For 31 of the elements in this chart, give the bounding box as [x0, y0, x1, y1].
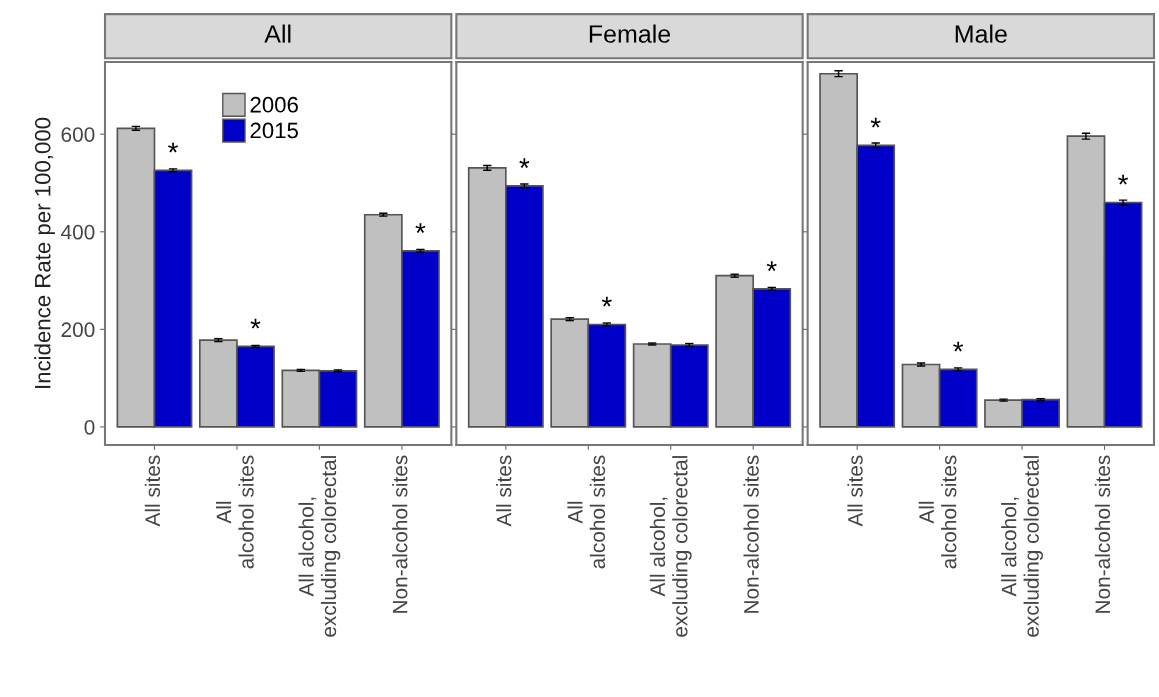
y-tick-label: 200	[61, 322, 95, 338]
annotation: *	[870, 117, 881, 128]
chart-title: All	[264, 24, 291, 43]
x-tick-label: All sites	[847, 455, 863, 527]
x-tick-label: All alcohol sites	[918, 455, 957, 569]
y-tick-label: 400	[61, 224, 95, 240]
chart-title: Male	[955, 24, 1007, 43]
annotation: *	[601, 296, 612, 307]
y-tick-label: 0	[84, 419, 95, 435]
chart-title: Female	[589, 24, 671, 43]
annotation: *	[168, 142, 178, 153]
x-tick-label: All sites	[144, 455, 161, 527]
x-tick-label: All alcohol, excluding colorectal	[298, 456, 341, 637]
y-tick-label: 600	[61, 127, 95, 142]
x-tick-label: All sites	[496, 455, 512, 527]
annotation: *	[766, 261, 777, 271]
annotation: *	[250, 318, 261, 329]
annotation: *	[1118, 174, 1129, 185]
annotation: *	[415, 223, 426, 233]
annotation: *	[519, 158, 530, 169]
legend-label: 2015	[250, 122, 298, 139]
x-tick-label: All alcohol sites	[216, 455, 254, 569]
x-tick-label: All alcohol sites	[567, 455, 606, 569]
x-tick-label: All alcohol, excluding colorectal	[649, 456, 692, 637]
x-tick-label: All alcohol, excluding colorectal	[1001, 456, 1043, 637]
legend-label: 2006	[250, 96, 298, 113]
x-tick-label: Non-alcohol sites	[743, 455, 759, 613]
x-tick-label: Non-alcohol sites	[392, 455, 408, 613]
annotation: *	[953, 341, 964, 352]
y-axis-title: Incidence Rate per 100,000	[34, 117, 55, 388]
x-tick-label: Non-alcohol sites	[1094, 455, 1111, 613]
